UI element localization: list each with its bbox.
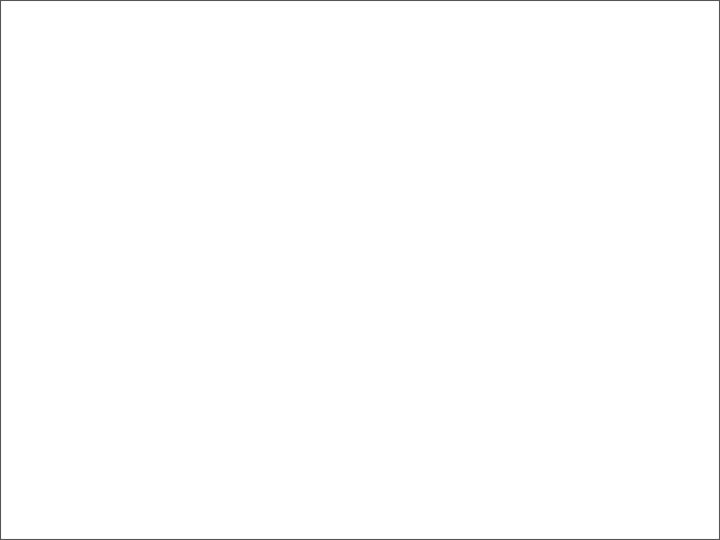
Bar [15, 290, 515, 360]
Text: M: M [31, 15, 55, 39]
Text: 3º de ESO: 3º de ESO [626, 32, 678, 42]
Text: $(a^p)^q = a^{p \cdot q}$: $(a^p)^q = a^{p \cdot q}$ [547, 316, 628, 334]
Bar [120, 53, 585, 75]
Text: La potencia de una potencia es otra potencia que tiene por base
la misma y por e: La potencia de una potencia es otra pote… [23, 309, 407, 341]
Text: $a^p \cdot b^p = (a \cdot b)^p$: $a^p \cdot b^p = (a \cdot b)^p$ [535, 234, 640, 251]
Bar [515, 290, 660, 360]
Bar [585, 0, 720, 75]
Text: J: J [15, 15, 24, 39]
Text: El producto de potencias del mismo exponente es otra potencia
que tiene por base: El producto de potencias del mismo expon… [23, 218, 402, 267]
Bar [515, 195, 660, 290]
Bar [515, 110, 660, 195]
Text: $a^p \cdot a^q = a^{p+q}$: $a^p \cdot a^q = a^{p+q}$ [541, 144, 634, 161]
Text: F: F [15, 35, 32, 59]
Bar [15, 195, 515, 290]
Text: Matemáticas: Matemáticas [618, 17, 685, 27]
Bar [62, 0, 120, 75]
Bar [120, 0, 585, 75]
Text: B: B [31, 35, 50, 59]
Text: 2: 2 [133, 59, 140, 69]
Text: Polinomios: Polinomios [292, 17, 412, 37]
Text: Recuerda: propiedades de las potencias: Recuerda: propiedades de las potencias [148, 59, 371, 69]
Bar [15, 110, 515, 195]
Text: 4: 4 [81, 24, 102, 52]
Bar [0, 0, 62, 75]
Text: El producto de potencias de la misma base es otra potencia que
tiene la misma ba: El producto de potencias de la misma bas… [23, 137, 406, 168]
